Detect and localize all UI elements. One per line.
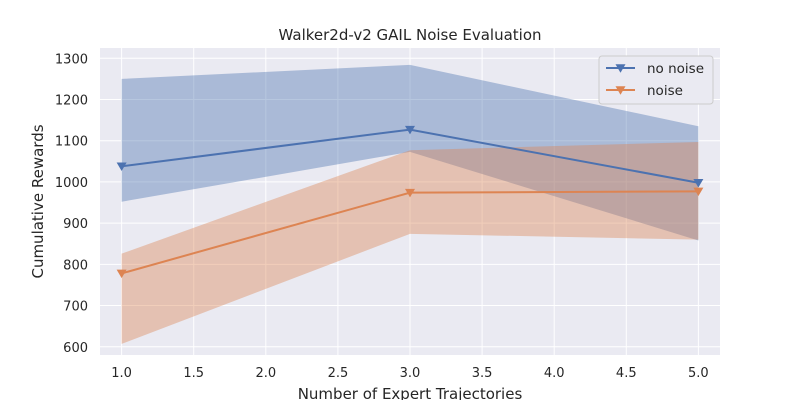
series-markers	[116, 125, 704, 279]
x-tick-label: 4.5	[616, 366, 637, 381]
legend: no noise noise	[598, 55, 714, 105]
x-axis-label: Number of Expert Trajectories	[298, 385, 523, 400]
legend-marker	[615, 64, 626, 73]
point-noise	[693, 187, 704, 197]
y-tick-label: 600	[63, 341, 88, 356]
point-no-noise	[405, 125, 415, 135]
legend-marker	[615, 86, 626, 95]
x-tick-label: 3.0	[400, 366, 421, 381]
x-tick-label: 2.0	[255, 366, 276, 381]
legend-label: no noise	[647, 61, 704, 77]
chart-title: Walker2d-v2 GAIL Noise Evaluation	[279, 26, 542, 44]
band-no-noise	[121, 64, 699, 241]
y-tick-label: 1100	[55, 135, 88, 150]
x-tick-label: 4.0	[544, 366, 565, 381]
legend-item-no-noise: no noise	[606, 61, 704, 77]
x-tick-label: 3.5	[472, 366, 493, 381]
y-tick-label: 1000	[55, 176, 88, 191]
point-noise	[405, 188, 415, 198]
point-no-noise	[116, 162, 127, 172]
y-tick-label: 1300	[55, 52, 88, 67]
y-tick-label: 900	[63, 217, 88, 232]
tick-labels: 1.0 1.5 2.0 2.5 3.0 3.5 4.0 4.5 5.0 600 700 800 900 1…	[55, 52, 709, 381]
y-tick-label: 1200	[55, 94, 88, 109]
x-tick-label: 1.5	[183, 366, 204, 381]
legend-label: noise	[647, 83, 683, 99]
y-axis-label: Cumulative Rewards	[29, 124, 47, 278]
legend-item-noise: noise	[606, 83, 683, 99]
x-tick-label: 1.0	[111, 366, 132, 381]
point-no-noise	[693, 179, 704, 188]
y-tick-label: 700	[63, 300, 88, 315]
x-tick-label: 5.0	[688, 366, 709, 381]
x-tick-label: 2.5	[328, 366, 349, 381]
y-tick-label: 800	[63, 258, 88, 273]
point-noise	[116, 269, 127, 279]
